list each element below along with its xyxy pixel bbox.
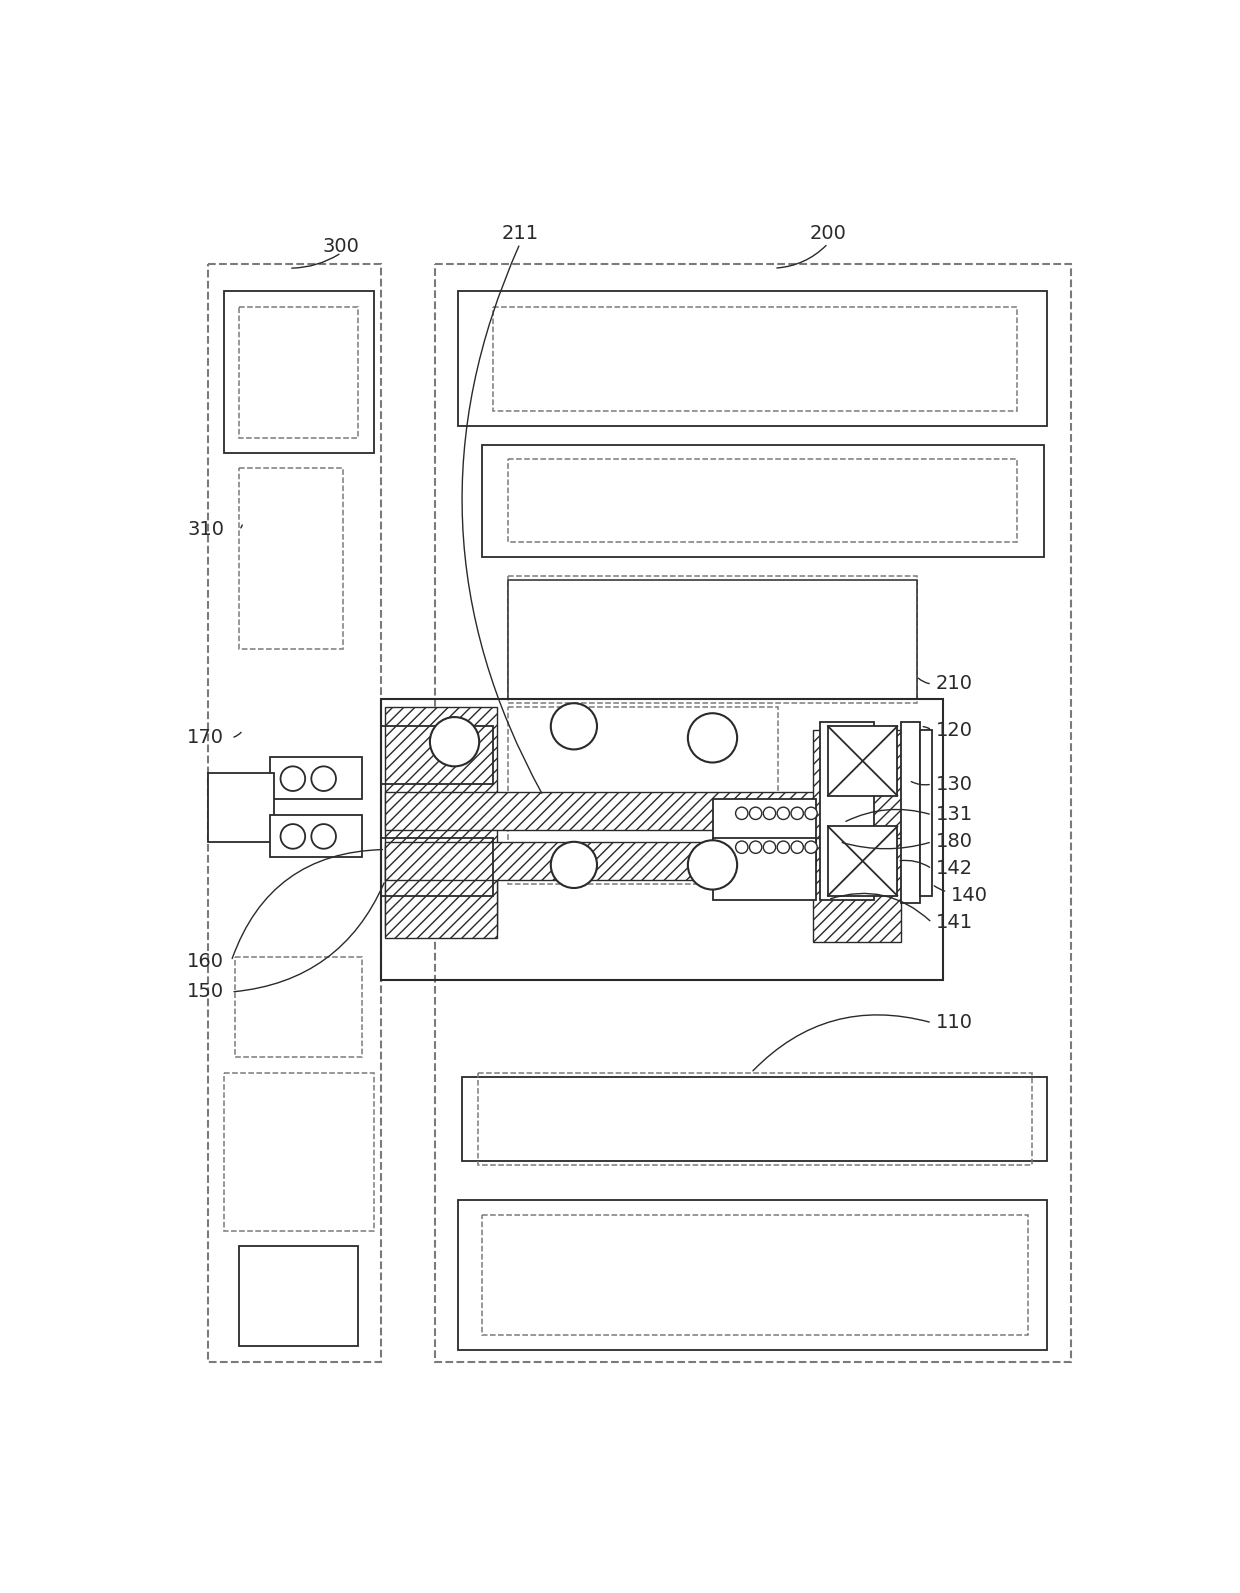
Bar — [481, 1215, 1028, 1335]
Text: 200: 200 — [810, 225, 847, 244]
Circle shape — [430, 717, 479, 766]
Bar — [386, 841, 839, 881]
Bar — [382, 699, 944, 980]
Circle shape — [280, 824, 305, 849]
Bar — [828, 827, 898, 895]
Circle shape — [688, 840, 737, 889]
Text: 110: 110 — [936, 1013, 973, 1032]
Circle shape — [280, 766, 305, 792]
Text: 130: 130 — [936, 774, 973, 793]
Bar — [477, 1072, 1032, 1164]
Text: 210: 210 — [936, 674, 973, 693]
Text: 131: 131 — [936, 806, 973, 824]
Text: 142: 142 — [936, 859, 973, 878]
Bar — [382, 726, 494, 784]
Bar — [828, 726, 898, 795]
Bar — [901, 723, 920, 903]
Bar — [386, 846, 497, 938]
Text: 180: 180 — [936, 832, 973, 851]
Bar — [386, 707, 497, 930]
Circle shape — [764, 808, 776, 819]
Bar — [236, 957, 362, 1058]
Circle shape — [791, 841, 804, 854]
Bar — [821, 723, 874, 900]
Bar — [481, 446, 1044, 558]
Bar — [386, 792, 839, 830]
Text: 120: 120 — [936, 720, 973, 739]
Circle shape — [551, 841, 596, 887]
Bar — [713, 800, 816, 865]
Circle shape — [791, 808, 804, 819]
Text: 300: 300 — [322, 237, 360, 256]
Bar — [812, 838, 901, 941]
Text: 211: 211 — [501, 225, 538, 244]
Bar — [435, 264, 1070, 1362]
Bar — [494, 307, 1017, 411]
Bar — [223, 1072, 373, 1231]
Circle shape — [311, 824, 336, 849]
Bar — [508, 459, 1017, 542]
Circle shape — [805, 841, 817, 854]
Bar — [270, 757, 362, 800]
Circle shape — [311, 766, 336, 792]
Text: 310: 310 — [187, 521, 224, 540]
Bar — [459, 292, 1048, 425]
Bar — [508, 580, 916, 699]
Bar — [812, 730, 901, 884]
Bar — [508, 707, 777, 884]
Bar — [508, 577, 916, 703]
Bar — [382, 838, 494, 895]
Circle shape — [777, 841, 790, 854]
Circle shape — [735, 808, 748, 819]
Text: 170: 170 — [187, 728, 224, 747]
Circle shape — [805, 808, 817, 819]
Bar — [239, 307, 358, 438]
Circle shape — [749, 841, 761, 854]
Bar — [208, 773, 274, 841]
Bar — [459, 1200, 1048, 1349]
Bar — [270, 816, 362, 857]
Text: 140: 140 — [951, 886, 988, 905]
Circle shape — [735, 841, 748, 854]
Circle shape — [749, 808, 761, 819]
Bar — [239, 468, 343, 650]
Bar — [463, 1077, 1048, 1161]
Circle shape — [777, 808, 790, 819]
Text: 160: 160 — [187, 951, 224, 970]
Bar — [223, 292, 373, 452]
Circle shape — [688, 714, 737, 763]
Bar — [713, 838, 816, 900]
Text: 150: 150 — [187, 983, 224, 1002]
Circle shape — [551, 703, 596, 749]
Text: 141: 141 — [936, 913, 973, 932]
Circle shape — [764, 841, 776, 854]
Bar — [239, 1246, 358, 1346]
Bar — [920, 730, 932, 895]
Bar — [208, 264, 382, 1362]
